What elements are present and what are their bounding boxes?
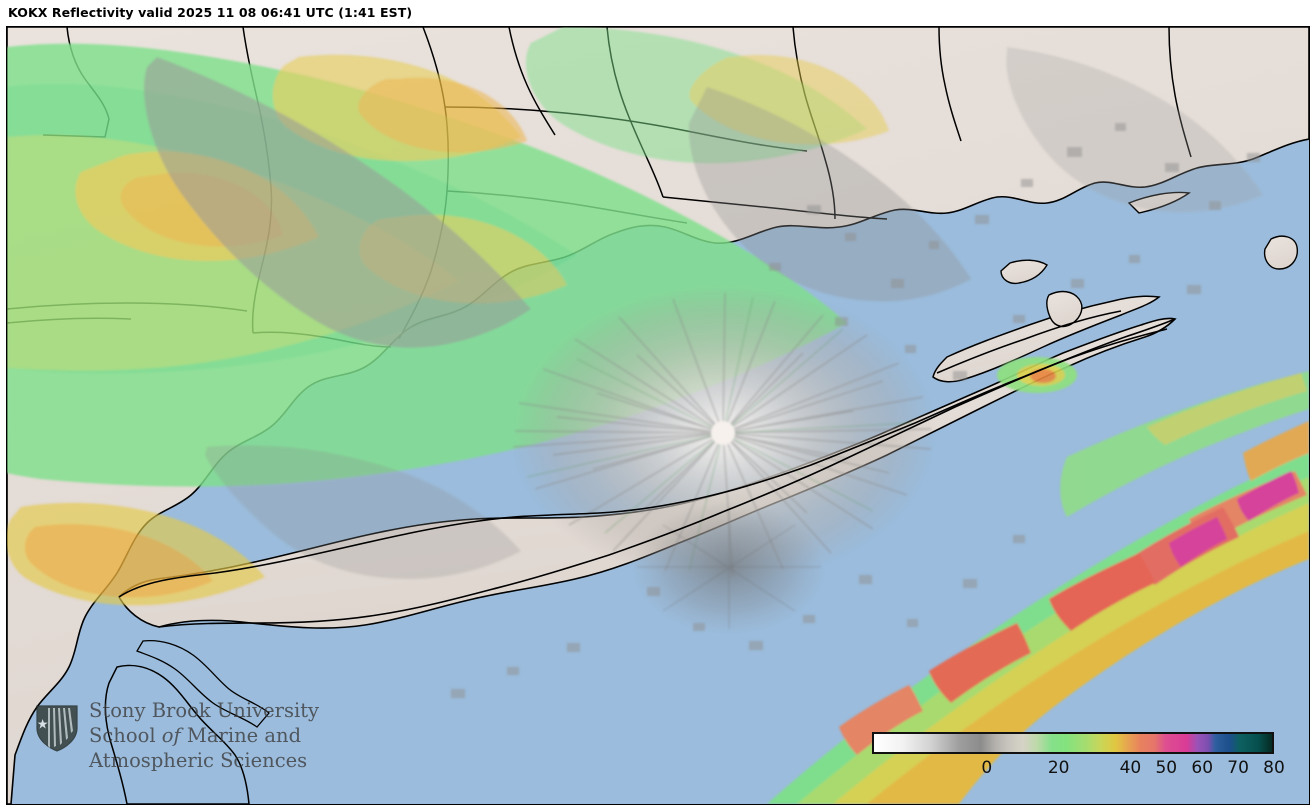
radar-sea-clutter	[451, 123, 1260, 698]
colorbar-tick-80: 80	[1263, 758, 1285, 778]
colorbar-tick-70: 70	[1227, 758, 1249, 778]
land-block-island	[1263, 235, 1298, 270]
water-lower-bay	[104, 664, 250, 804]
sbu-wordmark: Stony Brook University School of Marine …	[89, 698, 325, 773]
radar-cell-south-shore	[997, 357, 1077, 393]
sbu-wordmark-line2: School of Marine and	[89, 723, 325, 748]
radar-band-tail	[1060, 371, 1309, 517]
sbu-shield-icon	[36, 705, 78, 752]
colorbar-tick-50: 50	[1155, 758, 1178, 778]
sbu-watermark: Stony Brook University School of Marine …	[31, 696, 321, 796]
colorbar-tick-0: 0	[981, 758, 993, 778]
radar-heavy-band	[767, 421, 1309, 804]
sbu-wordmark-line1: Stony Brook University	[89, 699, 320, 722]
radar-ground-clutter	[511, 283, 935, 583]
radar-echo-layer	[7, 27, 1309, 804]
water-harbor-inlet	[136, 639, 270, 728]
land-shelter-island	[1000, 259, 1048, 285]
colorbar-tick-60: 60	[1191, 758, 1214, 778]
page-title: KOKX Reflectivity valid 2025 11 08 06:41…	[8, 5, 413, 20]
sbu-line2-pre: School	[89, 724, 162, 747]
reflectivity-colorbar: 0 20 40 50 60 70 80	[872, 732, 1292, 797]
radar-map-frame[interactable]: Stony Brook University School of Marine …	[6, 26, 1310, 805]
radar-map-canvas[interactable]	[7, 27, 1309, 804]
colorbar-bar	[872, 732, 1274, 754]
basemap-layer	[7, 27, 1309, 804]
land-north-fork	[932, 295, 1161, 383]
colorbar-tick-20: 20	[1047, 758, 1070, 778]
coastline-overlay	[118, 310, 1176, 628]
radar-secondary-clutter	[633, 501, 825, 633]
colorbar-gradient	[874, 734, 1272, 752]
sbu-line2-post: Marine and	[180, 724, 302, 747]
colorbar-tick-40: 40	[1119, 758, 1142, 778]
sbu-line2-of: of	[161, 724, 181, 747]
title-bar: KOKX Reflectivity valid 2025 11 08 06:41…	[0, 0, 1316, 26]
sbu-wordmark-line3: Atmospheric Sciences	[89, 749, 308, 772]
